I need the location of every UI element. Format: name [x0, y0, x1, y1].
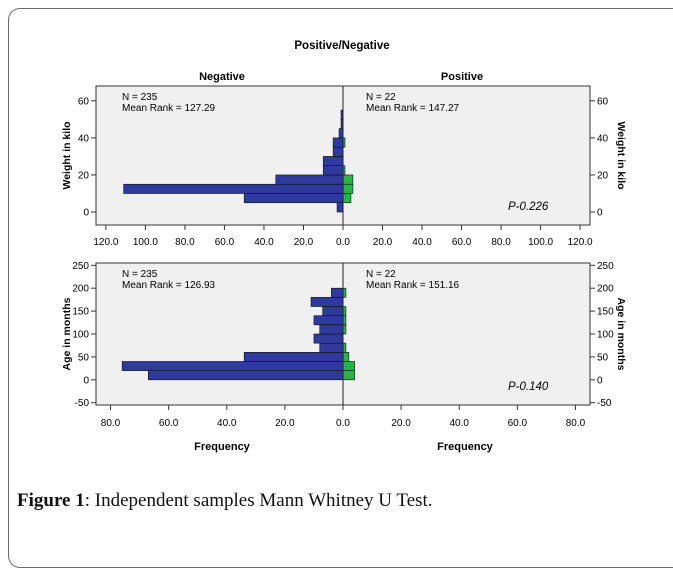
- y-tick-label-left: 20: [78, 170, 90, 181]
- bar-negative: [121, 361, 344, 371]
- x-tick-label: 80.0: [566, 418, 586, 429]
- bar-negative: [243, 352, 344, 362]
- y-axis-label-right: Weight in kilo: [615, 121, 627, 189]
- mean-rank-positive: Mean Rank = 151.16: [366, 280, 460, 291]
- y-tick-label-left: 150: [72, 307, 89, 318]
- y-tick-label-left: 50: [78, 352, 90, 363]
- mean-rank-positive: Mean Rank = 147.27: [366, 103, 460, 114]
- x-tick-label: 0.0: [336, 237, 350, 248]
- x-tick-label: 40.0: [254, 237, 274, 248]
- x-tick-label: 40.0: [450, 418, 470, 429]
- bar-positive: [342, 193, 352, 204]
- bar-positive: [342, 361, 355, 371]
- y-tick-label-right: 40: [597, 133, 609, 144]
- bar-negative: [123, 183, 344, 194]
- y-tick-label-left: 200: [72, 284, 89, 295]
- bar-negative: [332, 137, 344, 148]
- bar-negative: [322, 165, 344, 176]
- x-tick-label: 80.0: [491, 237, 511, 248]
- y-tick-label-right: 0: [597, 208, 603, 219]
- y-tick-label-right: 60: [597, 96, 609, 107]
- y-tick-label-left: 60: [78, 96, 90, 107]
- bar-positive: [342, 183, 354, 194]
- x-tick-label: 120.0: [93, 237, 118, 248]
- x-axis-label-negative: Frequency: [194, 441, 251, 453]
- y-tick-label-right: 0: [597, 375, 603, 386]
- y-tick-label-left: 100: [72, 330, 89, 341]
- bar-negative: [322, 306, 344, 316]
- bar-negative: [319, 342, 344, 353]
- x-tick-label: 20.0: [294, 237, 314, 248]
- bar-negative: [338, 128, 344, 139]
- bar-positive: [342, 174, 354, 185]
- x-tick-label: 20.0: [275, 418, 295, 429]
- y-axis-label-left: Weight in kilo: [61, 121, 73, 189]
- chart-title: Positive/Negative: [294, 40, 389, 52]
- x-tick-label: 80.0: [101, 418, 121, 429]
- y-tick-label-left: 250: [72, 261, 89, 272]
- caption-text: : Independent samples Mann Whitney U Tes…: [84, 490, 433, 511]
- bar-negative: [336, 202, 344, 213]
- y-tick-label-left: 40: [78, 133, 90, 144]
- mean-rank-negative: Mean Rank = 126.93: [122, 280, 216, 291]
- caption-label: Figure 1: [17, 490, 85, 511]
- p-value-label: P-0.140: [508, 381, 549, 393]
- x-tick-label: 80.0: [175, 237, 195, 248]
- bar-negative: [332, 146, 344, 157]
- n-label-negative: N = 235: [122, 269, 158, 280]
- n-label-positive: N = 22: [366, 269, 396, 280]
- y-axis-label-left: Age in months: [61, 297, 73, 370]
- group-label-positive: Positive: [441, 71, 483, 83]
- x-tick-label: 0.0: [336, 418, 350, 429]
- n-label-negative: N = 235: [122, 92, 158, 103]
- y-tick-label-right: -50: [597, 398, 612, 409]
- p-value-label: P-0.226: [508, 201, 549, 213]
- x-tick-label: 40.0: [217, 418, 237, 429]
- x-tick-label: 60.0: [508, 418, 528, 429]
- x-tick-label: 60.0: [215, 237, 235, 248]
- x-tick-label: 60.0: [159, 418, 179, 429]
- group-label-negative: Negative: [199, 71, 245, 83]
- y-tick-label-right: 20: [597, 170, 609, 181]
- bar-negative: [148, 370, 344, 381]
- bar-negative: [313, 315, 344, 326]
- y-axis-label-right: Age in months: [615, 298, 627, 371]
- n-label-positive: N = 22: [366, 92, 396, 103]
- y-tick-label-right: 100: [597, 330, 614, 341]
- x-tick-label: 20.0: [391, 418, 411, 429]
- bar-negative: [310, 297, 344, 307]
- panel-1: 60 60 40 40 20 20 0 0 Weight in kilo Weight in ki…: [61, 85, 627, 248]
- mann-whitney-chart: Positive/Negative Negative Positive Freq…: [61, 40, 627, 453]
- figure-caption: Figure 1: Independent samples Mann Whitn…: [17, 490, 433, 512]
- mean-rank-negative: Mean Rank = 127.29: [122, 103, 216, 114]
- y-tick-label-right: 50: [597, 352, 609, 363]
- y-tick-label-left: 0: [83, 375, 89, 386]
- y-tick-label-right: 150: [597, 307, 614, 318]
- x-tick-label: 100.0: [528, 237, 553, 248]
- bar-negative: [243, 193, 344, 204]
- y-tick-label-right: 200: [597, 284, 614, 295]
- x-tick-label: 40.0: [412, 237, 432, 248]
- bar-positive: [342, 370, 355, 381]
- y-tick-label-right: 250: [597, 261, 614, 272]
- panel-2: 250 250 200 200 150 150 100 100 50 50 0 0 -50 -50 Age …: [61, 261, 627, 429]
- bar-negative: [275, 174, 344, 185]
- y-tick-label-left: 0: [83, 208, 89, 219]
- x-tick-label: 60.0: [452, 237, 472, 248]
- bar-negative: [313, 333, 344, 344]
- bar-negative: [322, 156, 344, 166]
- bar-negative: [319, 324, 344, 335]
- bar-positive: [342, 352, 350, 362]
- x-tick-label: 120.0: [568, 237, 593, 248]
- x-tick-label: 100.0: [133, 237, 158, 248]
- bar-negative: [331, 287, 344, 298]
- y-tick-label-left: -50: [75, 398, 90, 409]
- x-axis-label-positive: Frequency: [437, 441, 494, 453]
- x-tick-label: 20.0: [373, 237, 393, 248]
